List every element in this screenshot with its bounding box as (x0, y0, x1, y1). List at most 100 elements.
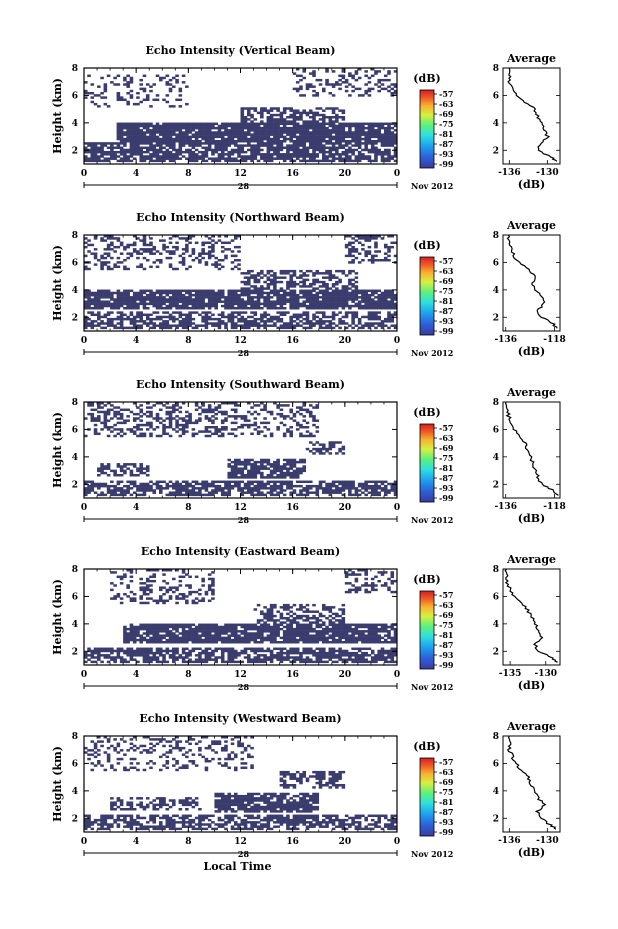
echo-cell (387, 320, 391, 323)
echo-cell (370, 159, 375, 163)
echo-cell (282, 269, 287, 273)
panel-3: Echo Intensity (Eastward Beam)0 4 8 12 16 20 0… (51, 545, 561, 692)
echo-cell (328, 133, 333, 136)
echo-cell (211, 293, 215, 297)
echo-cell (341, 304, 346, 308)
echo-cell (172, 85, 176, 88)
echo-cell (87, 74, 91, 78)
echo-cell (178, 98, 183, 102)
echo-cell (240, 326, 245, 330)
echo-cell (240, 137, 245, 141)
echo-cell (393, 155, 398, 158)
echo-cell (292, 476, 297, 479)
echo-cell (185, 493, 189, 497)
echo-cell (84, 654, 88, 657)
echo-cell (370, 144, 375, 147)
echo-cell (220, 313, 225, 317)
echo-cell (393, 324, 398, 327)
echo-cell (335, 289, 339, 293)
echo-cell (126, 302, 130, 306)
echo-cell (289, 146, 293, 150)
echo-cell (172, 157, 176, 160)
echo-cell (282, 146, 287, 150)
echo-cell (377, 153, 381, 156)
echo-cell (380, 87, 385, 91)
echo-cell (299, 302, 303, 306)
echo-cell (237, 476, 241, 479)
echo-cell (162, 124, 166, 128)
echo-cell (175, 304, 179, 308)
echo-cell (93, 647, 98, 651)
echo-cell (266, 135, 271, 139)
echo-cell (194, 298, 199, 301)
echo-cell (299, 116, 303, 119)
echo-cell (155, 484, 160, 488)
echo-cell (325, 482, 329, 486)
echo-cell (247, 320, 251, 323)
echo-cell (302, 129, 307, 132)
echo-cell (139, 159, 143, 163)
echo-cell (220, 259, 225, 262)
y-tick-label: 6 (72, 258, 78, 268)
echo-cell (103, 83, 108, 86)
echo-cell (136, 302, 140, 306)
echo-cell (123, 124, 127, 128)
echo-cell (227, 302, 232, 306)
echo-cell (354, 70, 359, 73)
echo-cell (168, 291, 173, 295)
echo-cell (380, 304, 385, 308)
echo-cell (188, 140, 192, 143)
echo-cell (325, 129, 329, 132)
echo-cell (87, 291, 91, 295)
echo-cell (312, 417, 316, 420)
echo-cell (201, 484, 205, 488)
echo-cell (247, 482, 251, 486)
echo-cell (256, 412, 261, 416)
echo-cell (328, 137, 333, 141)
echo-cell (136, 124, 140, 128)
echo-cell (119, 122, 124, 126)
echo-cell (312, 120, 316, 123)
colorbar-tick-label: -93 (439, 149, 454, 159)
echo-cell (149, 326, 153, 330)
echo-cell (139, 142, 143, 145)
echo-cell (351, 241, 355, 245)
echo-cell (119, 491, 124, 494)
echo-cell (123, 142, 127, 145)
echo-cell (152, 322, 157, 325)
echo-cell (165, 157, 170, 160)
echo-cell (276, 326, 280, 330)
echo-cell (162, 142, 166, 145)
echo-cell (286, 322, 290, 325)
echo-cell (253, 276, 258, 279)
echo-cell (322, 487, 326, 490)
echo-cell (217, 410, 222, 414)
echo-cell (145, 157, 150, 160)
echo-cell (175, 484, 179, 488)
echo-cell (172, 267, 176, 271)
echo-cell (279, 313, 284, 317)
echo-cell (142, 307, 147, 310)
echo-cell (198, 150, 202, 154)
average-profile-line (505, 402, 559, 496)
average-x-tick-label: -118 (543, 502, 566, 512)
echo-cell (181, 313, 186, 317)
echo-cell (224, 254, 228, 258)
echo-cell (129, 137, 134, 141)
echo-cell (191, 124, 196, 128)
echo-cell (299, 412, 303, 416)
echo-cell (149, 489, 153, 492)
echo-cell (103, 263, 108, 266)
echo-cell (383, 78, 388, 82)
echo-cell (233, 293, 238, 297)
echo-cell (276, 406, 280, 409)
echo-cell (295, 116, 300, 119)
echo-cell (145, 129, 150, 132)
echo-cell (302, 272, 307, 275)
echo-cell (335, 441, 339, 444)
echo-cell (299, 274, 303, 277)
echo-cell (276, 487, 280, 490)
echo-cell (341, 118, 346, 121)
echo-cell (328, 118, 333, 121)
echo-cell (269, 274, 274, 277)
